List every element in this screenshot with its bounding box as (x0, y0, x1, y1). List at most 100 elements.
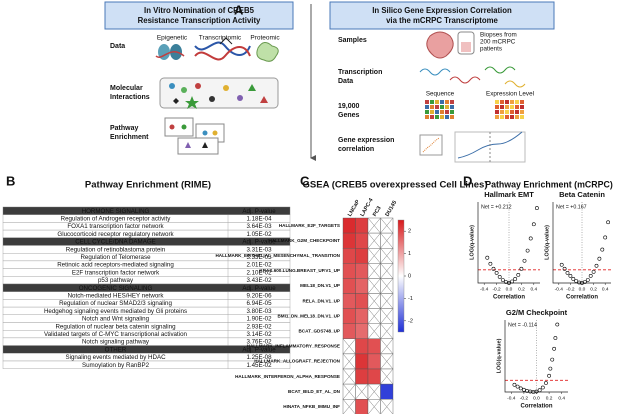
column-header: Adj. P-value (242, 285, 276, 292)
row-label: Data (110, 43, 125, 50)
pathway-name: Regulation of nuclear SMAD2/3 signaling (59, 300, 172, 307)
gene-cell (515, 100, 519, 104)
point (591, 269, 596, 274)
x-tick-label: -0.2 (492, 286, 501, 292)
gene-cell (520, 115, 524, 119)
row-label: Pathway (110, 125, 139, 132)
row-label: HALLMARK_E2F_TARGETS (279, 223, 340, 228)
x-tick-label: 0.0 (506, 286, 513, 292)
gene-cell (520, 110, 524, 114)
group-header: HORMONE SIGNALING (82, 208, 150, 215)
pathway-name: Notch signaling pathway (82, 339, 150, 346)
missing-cross (355, 383, 369, 400)
pathway-name: Regulation of Telomerase (80, 254, 151, 261)
p-value: 6.94E-05 (246, 300, 272, 307)
gene-cell (510, 115, 514, 119)
plot-title: Beta Catenin (559, 190, 605, 199)
missing-cross (367, 323, 381, 339)
pathway-name: Regulation of nuclear beta catenin signa… (55, 323, 176, 330)
y-axis-label: LOG(q-value) (469, 225, 475, 260)
gene-cell (495, 110, 499, 114)
gene-cell (450, 110, 454, 114)
x-axis-label: Correlation (520, 404, 552, 410)
missing-cross (367, 293, 381, 309)
gene-cell (435, 110, 439, 114)
data-type-label: Proteomic (250, 35, 280, 42)
point (528, 236, 533, 241)
colorbar-tick-label: -1 (408, 296, 413, 302)
missing-cross (367, 308, 381, 324)
point (516, 272, 521, 277)
gene-cell (425, 105, 429, 109)
column-header: Adj. P-value (242, 346, 276, 353)
gene-cell (450, 100, 454, 104)
gene-cell (440, 110, 444, 114)
p-value: 3.43E-02 (246, 277, 272, 284)
point (500, 278, 505, 282)
colorbar (397, 219, 405, 333)
missing-cross (380, 232, 394, 249)
row-label: RELA_DN.V1_UP (302, 298, 340, 303)
heatmap-cell (342, 247, 356, 264)
point (588, 274, 593, 278)
heatmap-cell (355, 263, 369, 279)
panel-label: C (300, 173, 310, 188)
point (594, 263, 599, 268)
gene-cell (440, 105, 444, 109)
colorbar-tick-label: 0 (408, 273, 411, 279)
plot-title: Hallmark EMT (484, 190, 534, 199)
box-title: Resistance Transcription Activity (138, 16, 261, 25)
pathway-name: Glucocorticoid receptor regulatory netwo… (57, 231, 174, 238)
p-value: 1.25E-08 (246, 354, 272, 361)
gene-cell (500, 110, 504, 114)
point (519, 266, 524, 271)
row-label: KRAS.600.LUNG.BREAST_UP.V1_UP (259, 268, 340, 273)
missing-cross (380, 338, 394, 355)
point (537, 388, 542, 393)
row-label: Molecular (110, 85, 143, 92)
gene-cell (425, 110, 429, 114)
samples-note: Biopses from (480, 32, 517, 39)
gene-cell (435, 100, 439, 104)
gene-cell (430, 100, 434, 104)
missing-cross (342, 338, 356, 355)
p-value: 1.05E-02 (246, 231, 272, 238)
row-label: Enrichment (110, 134, 149, 141)
point (547, 373, 552, 378)
point (525, 248, 530, 253)
x-tick-label: -0.2 (520, 395, 529, 401)
x-axis-label: Correlation (566, 295, 598, 301)
annotation: Net = +0.212 (481, 204, 512, 210)
gene-label: Expression Level (486, 91, 534, 98)
point (515, 384, 520, 389)
missing-cross (367, 248, 381, 264)
missing-cross (380, 248, 394, 264)
row-label: Gene expression (338, 137, 394, 144)
missing-cross (380, 353, 394, 370)
samples-note: 200 mCRPC (480, 39, 516, 46)
x-tick-label: 0.4 (530, 286, 537, 292)
gene-cell (430, 115, 434, 119)
point (522, 387, 526, 392)
panel-title: Pathway Enrichment (mCRPC) (485, 179, 613, 189)
p-value: 3.14E-02 (246, 331, 272, 338)
pathway-name: Regulation of Androgen receptor activity (61, 215, 172, 222)
point (603, 235, 608, 240)
table-row (2, 360, 291, 369)
row-label: HALLMARK_INTERFERON_ALPHA_RESPONSE (235, 374, 340, 379)
point (606, 220, 611, 225)
p-value: 2.01E-02 (246, 262, 272, 269)
point (488, 261, 493, 266)
gene-cell (505, 115, 509, 119)
point (510, 279, 514, 284)
heatmap-cell (367, 368, 381, 385)
missing-cross (367, 399, 381, 414)
gene-cell (445, 100, 449, 104)
point (513, 277, 518, 281)
column-header: Adj. P-value (242, 239, 276, 246)
gene-cell (430, 110, 434, 114)
p-value: 3.31E-03 (246, 246, 272, 253)
p-value: 3.80E-03 (246, 308, 272, 315)
point (518, 386, 523, 391)
panel-a-art (104, 1, 555, 163)
